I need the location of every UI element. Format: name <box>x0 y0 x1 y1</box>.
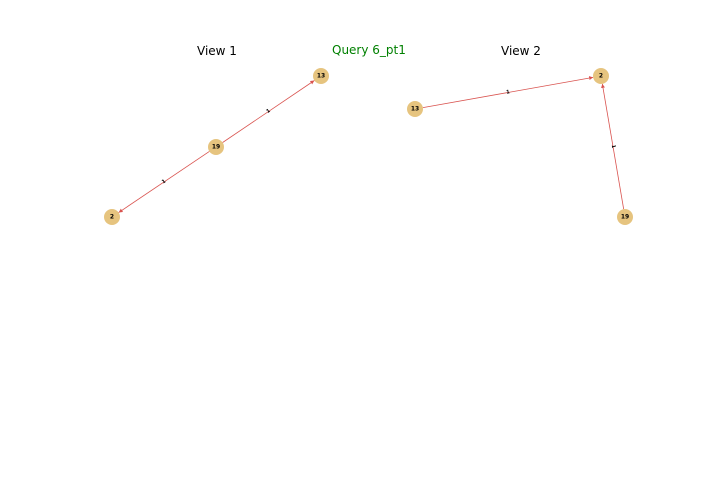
view-1-node-label-13: 13 <box>317 73 325 80</box>
view-2-node-13 <box>407 101 423 117</box>
view-2-node-label-13: 13 <box>411 106 419 113</box>
view-1-title: View 1 <box>197 44 237 58</box>
view-2-node-2 <box>593 68 609 84</box>
view-1-node-13 <box>313 68 329 84</box>
view-2-node-label-19: 19 <box>621 214 629 221</box>
view-1-edge-label-19-13: 1 <box>265 108 272 115</box>
view-2-node-19 <box>617 209 633 225</box>
view-2-edge-19-2 <box>601 83 625 210</box>
view-1-node-label-2: 2 <box>110 214 114 221</box>
view-2-edge-13-2 <box>422 76 594 108</box>
view-2-node-label-2: 2 <box>599 73 603 80</box>
view-1-node-2 <box>104 209 120 225</box>
view-1-edge-label-19-2: 1 <box>161 178 168 185</box>
view-1-edge-19-13 <box>222 80 315 143</box>
view-2-edge-label-19-2: 1 <box>610 144 617 149</box>
view-1-edge-19-2 <box>118 151 210 213</box>
view-1-node-label-19: 19 <box>212 144 220 151</box>
view-2-edge-label-13-2: 1 <box>506 89 511 96</box>
figure-title: Query 6_pt1 <box>332 43 406 57</box>
view-1-node-19 <box>208 139 224 155</box>
view-2-title: View 2 <box>501 44 541 58</box>
